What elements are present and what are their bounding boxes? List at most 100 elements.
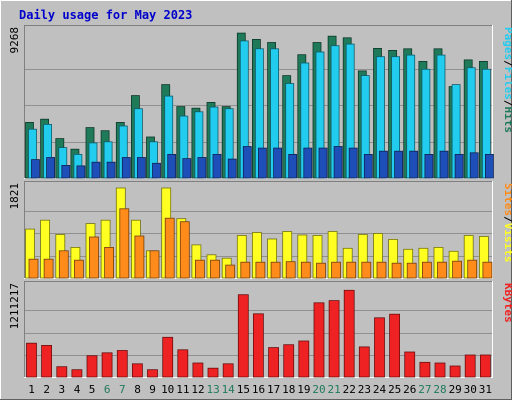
bar-kbytes-day-29 — [449, 365, 461, 378]
bar-sites-day-12 — [194, 259, 205, 279]
bar-sites-day-15 — [240, 261, 251, 279]
bar-kbytes-day-8 — [131, 363, 143, 378]
bar-kbytes-day-22 — [343, 289, 355, 378]
bar-pages-day-3 — [61, 164, 71, 179]
x-tick-label: 2 — [43, 383, 50, 396]
bar-sites-day-28 — [437, 261, 447, 279]
chart-title: Daily usage for May 2023 — [19, 8, 192, 22]
bar-sites-day-24 — [376, 261, 387, 279]
bar-pages-day-12 — [197, 157, 207, 179]
bar-sites-day-30 — [467, 259, 478, 279]
bar-kbytes-day-12 — [192, 362, 204, 378]
bar-pages-day-27 — [424, 153, 434, 179]
x-tick-label: 1 — [28, 383, 35, 396]
panel-kbytes: 1211217 KBytes — [8, 281, 512, 378]
bar-kbytes-day-27 — [419, 361, 431, 378]
x-tick-label: 31 — [479, 383, 492, 396]
bar-sites-day-31 — [482, 261, 493, 279]
bar-kbytes-day-18 — [283, 344, 295, 378]
legend-pages: Pages — [502, 27, 512, 60]
bar-sites-day-10 — [164, 217, 175, 279]
bar-pages-day-8 — [136, 157, 146, 179]
x-tick-label: 18 — [282, 383, 295, 396]
bar-sites-day-1 — [28, 258, 39, 279]
x-tick-label: 24 — [373, 383, 387, 396]
bar-pages-day-24 — [379, 150, 388, 179]
legend: KBytes — [502, 283, 512, 323]
bar-kbytes-day-6 — [101, 352, 113, 378]
bar-sites-day-6 — [104, 246, 114, 279]
bar-pages-day-2 — [46, 157, 55, 179]
x-tick-label: 10 — [161, 383, 174, 396]
x-tick-label: 5 — [89, 383, 96, 396]
bar-pages-day-5 — [91, 161, 101, 179]
x-tick-label: 20 — [312, 383, 325, 396]
bar-kbytes-day-2 — [41, 344, 52, 378]
bar-pages-day-26 — [409, 150, 419, 179]
bar-pages-day-30 — [469, 152, 479, 179]
legend: Pages/Files/Hits — [502, 27, 512, 133]
y-max-label: 1211217 — [8, 283, 21, 329]
bar-kbytes-day-26 — [404, 351, 416, 378]
bar-sites-day-25 — [391, 262, 402, 279]
x-tick-label: 7 — [119, 383, 126, 396]
bar-sites-day-11 — [179, 221, 190, 279]
bar-sites-day-27 — [421, 261, 432, 279]
bar-pages-day-13 — [212, 153, 222, 179]
bar-sites-day-23 — [361, 261, 372, 279]
bar-kbytes-day-1 — [26, 342, 37, 378]
bar-sites-day-2 — [43, 258, 54, 279]
legend-hits: Hits — [502, 107, 512, 134]
bar-pages-day-16 — [257, 147, 267, 179]
bar-pages-day-18 — [288, 153, 298, 179]
bar-sites-day-14 — [225, 264, 236, 279]
bar-pages-day-10 — [167, 153, 177, 179]
x-tick-label: 21 — [327, 383, 340, 396]
bar-sites-day-26 — [406, 262, 417, 279]
x-tick-label: 8 — [134, 383, 141, 396]
bar-sites-day-19 — [300, 261, 311, 279]
x-tick-label: 23 — [358, 383, 371, 396]
bar-pages-day-23 — [363, 153, 373, 179]
bar-pages-day-31 — [484, 153, 494, 179]
bar-pages-day-22 — [348, 147, 358, 179]
x-tick-label: 28 — [433, 383, 446, 396]
x-tick-label: 26 — [403, 383, 416, 396]
legend-separator: / — [502, 100, 512, 107]
chart-panels: 9268Pages/Files/Hits1821Sites/Visits1211… — [8, 25, 512, 378]
bar-sites-day-18 — [285, 261, 296, 279]
bar-sites-day-21 — [331, 261, 342, 279]
x-tick-label: 6 — [104, 383, 111, 396]
legend: Sites/Visits — [502, 183, 512, 263]
bar-kbytes-day-30 — [464, 354, 476, 378]
bar-kbytes-day-5 — [86, 355, 98, 378]
bar-pages-day-20 — [318, 147, 328, 179]
bar-pages-day-14 — [227, 158, 237, 179]
bar-kbytes-day-21 — [328, 300, 340, 378]
x-tick-label: 3 — [58, 383, 65, 396]
bar-sites-day-9 — [149, 250, 160, 279]
x-tick-label: 17 — [267, 383, 280, 396]
x-tick-label: 13 — [206, 383, 219, 396]
bar-kbytes-day-7 — [116, 350, 128, 378]
bar-sites-day-8 — [134, 235, 145, 279]
bar-sites-day-29 — [452, 260, 463, 279]
bar-kbytes-day-14 — [222, 363, 234, 378]
bar-kbytes-day-17 — [268, 347, 280, 378]
x-tick-label: 22 — [343, 383, 356, 396]
legend-separator: / — [502, 60, 512, 67]
bar-pages-day-25 — [394, 150, 404, 179]
bar-kbytes-day-31 — [479, 354, 491, 378]
bar-pages-day-7 — [121, 157, 131, 179]
bar-kbytes-day-28 — [434, 362, 446, 378]
bar-kbytes-day-15 — [237, 294, 249, 378]
x-tick-label: 25 — [388, 383, 401, 396]
bar-pages-day-21 — [333, 146, 343, 179]
bar-kbytes-day-23 — [358, 346, 370, 378]
bar-sites-day-7 — [119, 208, 130, 279]
bar-pages-day-15 — [242, 146, 252, 179]
bar-sites-day-17 — [270, 261, 281, 279]
bar-kbytes-day-20 — [313, 302, 325, 378]
